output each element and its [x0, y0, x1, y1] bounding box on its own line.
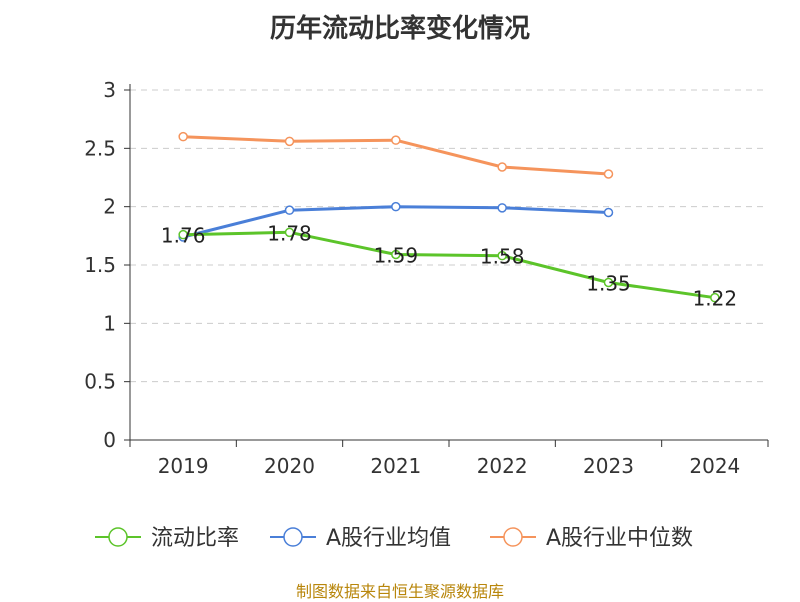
- data-labels: 1.76 1.78 1.59 1.58 1.35 1.22: [161, 221, 737, 310]
- data-point: [710, 292, 720, 303]
- data-point: [497, 203, 507, 213]
- data-point: [603, 169, 614, 179]
- data-label: 1.22: [693, 287, 738, 311]
- x-tick-label: 2023: [583, 454, 634, 478]
- source-note: 制图数据来自恒生聚源数据库: [295, 582, 504, 601]
- data-point: [391, 135, 401, 145]
- data-label: 1.76: [161, 224, 206, 248]
- legend[interactable]: 流动比率 A股行业均值 A股行业中位数: [95, 526, 693, 551]
- data-point: [603, 277, 614, 288]
- x-tick-label: 2020: [264, 454, 315, 478]
- legend-label: A股行业均值: [326, 526, 451, 551]
- data-point: [391, 249, 401, 260]
- legend-marker-icon: [503, 527, 523, 547]
- legend-item[interactable]: 流动比率: [95, 526, 239, 551]
- legend-marker-icon: [283, 527, 303, 547]
- series-layer: [178, 131, 720, 303]
- y-tick-label: 1.5: [84, 253, 116, 277]
- data-point: [178, 229, 188, 240]
- data-label: 1.58: [480, 245, 525, 269]
- x-tick-label: 2024: [689, 454, 740, 478]
- y-tick-label: 3: [103, 78, 116, 102]
- series-line: [183, 230, 716, 300]
- y-tick-label: 2.5: [84, 136, 116, 160]
- y-tick-label: 0: [103, 428, 116, 452]
- data-point: [284, 227, 295, 238]
- data-point: [391, 201, 401, 212]
- legend-marker-icon: [108, 527, 128, 547]
- x-tick-label: 2022: [477, 454, 528, 478]
- data-point: [497, 250, 507, 261]
- legend-item[interactable]: A股行业中位数: [490, 526, 693, 551]
- legend-label: 流动比率: [151, 526, 239, 551]
- grid-lines: [130, 89, 768, 383]
- y-tick-label: 2: [103, 195, 116, 219]
- y-tick-label: 1: [103, 311, 116, 335]
- data-label: 1.59: [374, 244, 419, 268]
- data-label: 1.35: [586, 272, 631, 296]
- data-point: [284, 136, 295, 147]
- y-tick-label: 0.5: [84, 370, 116, 394]
- data-point: [178, 131, 188, 142]
- data-label: 1.78: [267, 221, 312, 245]
- x-tick-label: 2021: [370, 454, 421, 478]
- data-point: [497, 162, 507, 172]
- data-point: [284, 205, 295, 215]
- legend-label: A股行业中位数: [546, 526, 693, 551]
- chart-title: 历年流动比率变化情况: [269, 14, 530, 44]
- axes: 0 0.5 1 1.5 2 2.5 3 2019 2020 2021 2022 2023 2024: [84, 78, 769, 478]
- data-point: [603, 207, 614, 218]
- legend-item[interactable]: A股行业均值: [270, 526, 451, 551]
- x-tick-label: 2019: [158, 454, 209, 478]
